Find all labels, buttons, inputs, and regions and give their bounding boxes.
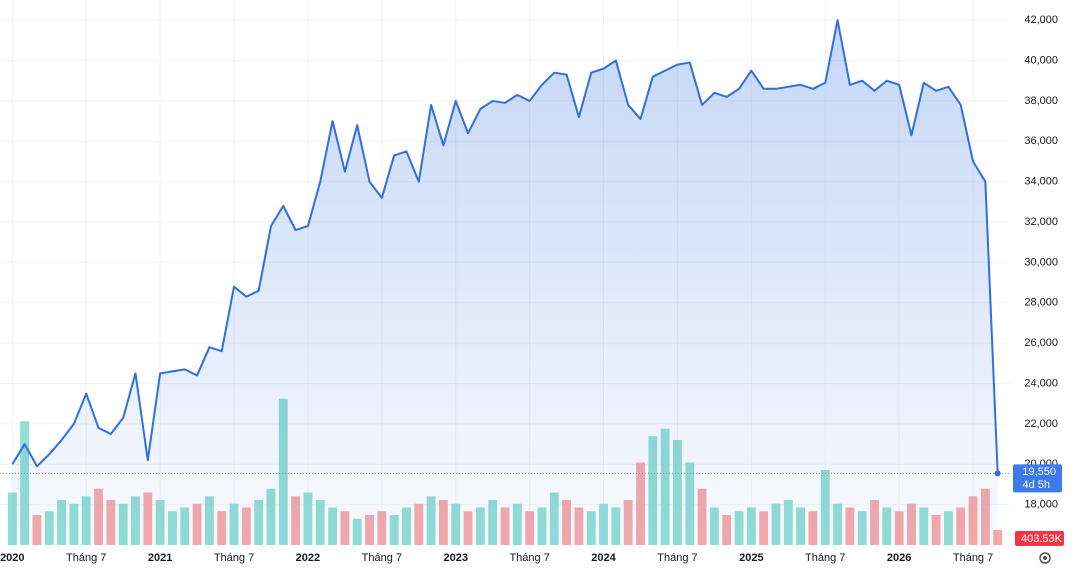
- x-tick-label: Tháng 7: [362, 552, 402, 564]
- y-tick-label: 28,000: [1024, 297, 1058, 309]
- x-tick-label: 2022: [296, 552, 320, 564]
- volume-bar: [7, 492, 17, 545]
- x-tick-label: 2025: [739, 552, 763, 564]
- x-tick-label: Tháng 7: [214, 552, 254, 564]
- volume-tag: [1015, 531, 1064, 546]
- settings-button[interactable]: [1039, 552, 1051, 564]
- y-tick-label: 40,000: [1024, 54, 1058, 66]
- volume-bar: [993, 529, 1003, 545]
- y-tick-label: 32,000: [1024, 216, 1058, 228]
- x-tick-label: 2023: [443, 552, 467, 564]
- y-tick-label: 38,000: [1024, 95, 1058, 107]
- x-tick-label: 2026: [887, 552, 911, 564]
- volume-tag-label: 403.53K: [1021, 533, 1063, 545]
- y-tick-label: 24,000: [1024, 377, 1058, 389]
- x-tick-label: 2021: [148, 552, 172, 564]
- x-tick-label: 2020: [0, 552, 24, 564]
- price-tag-label: 19,550: [1022, 466, 1056, 478]
- price-tag: [1013, 464, 1062, 493]
- y-tick-label: 18,000: [1024, 499, 1058, 511]
- y-tick-label: 36,000: [1024, 135, 1058, 147]
- price-line: [11, 19, 999, 474]
- price-area: [12, 20, 998, 545]
- x-tick-label: Tháng 7: [953, 552, 993, 564]
- x-tick-label: Tháng 7: [509, 552, 549, 564]
- y-tick-label: 34,000: [1024, 176, 1058, 188]
- countdown-label: 4d 5h: [1022, 479, 1050, 491]
- y-tick-label: 30,000: [1024, 256, 1058, 268]
- y-tick-label: 22,000: [1024, 418, 1058, 430]
- x-tick-label: Tháng 7: [657, 552, 697, 564]
- last-price-dot: [994, 470, 1001, 477]
- y-tick-label: 26,000: [1024, 337, 1058, 349]
- x-tick-label: Tháng 7: [805, 552, 845, 564]
- x-tick-label: Tháng 7: [66, 552, 106, 564]
- y-tick-label: 42,000: [1024, 14, 1058, 26]
- x-tick-label: 2024: [591, 552, 616, 564]
